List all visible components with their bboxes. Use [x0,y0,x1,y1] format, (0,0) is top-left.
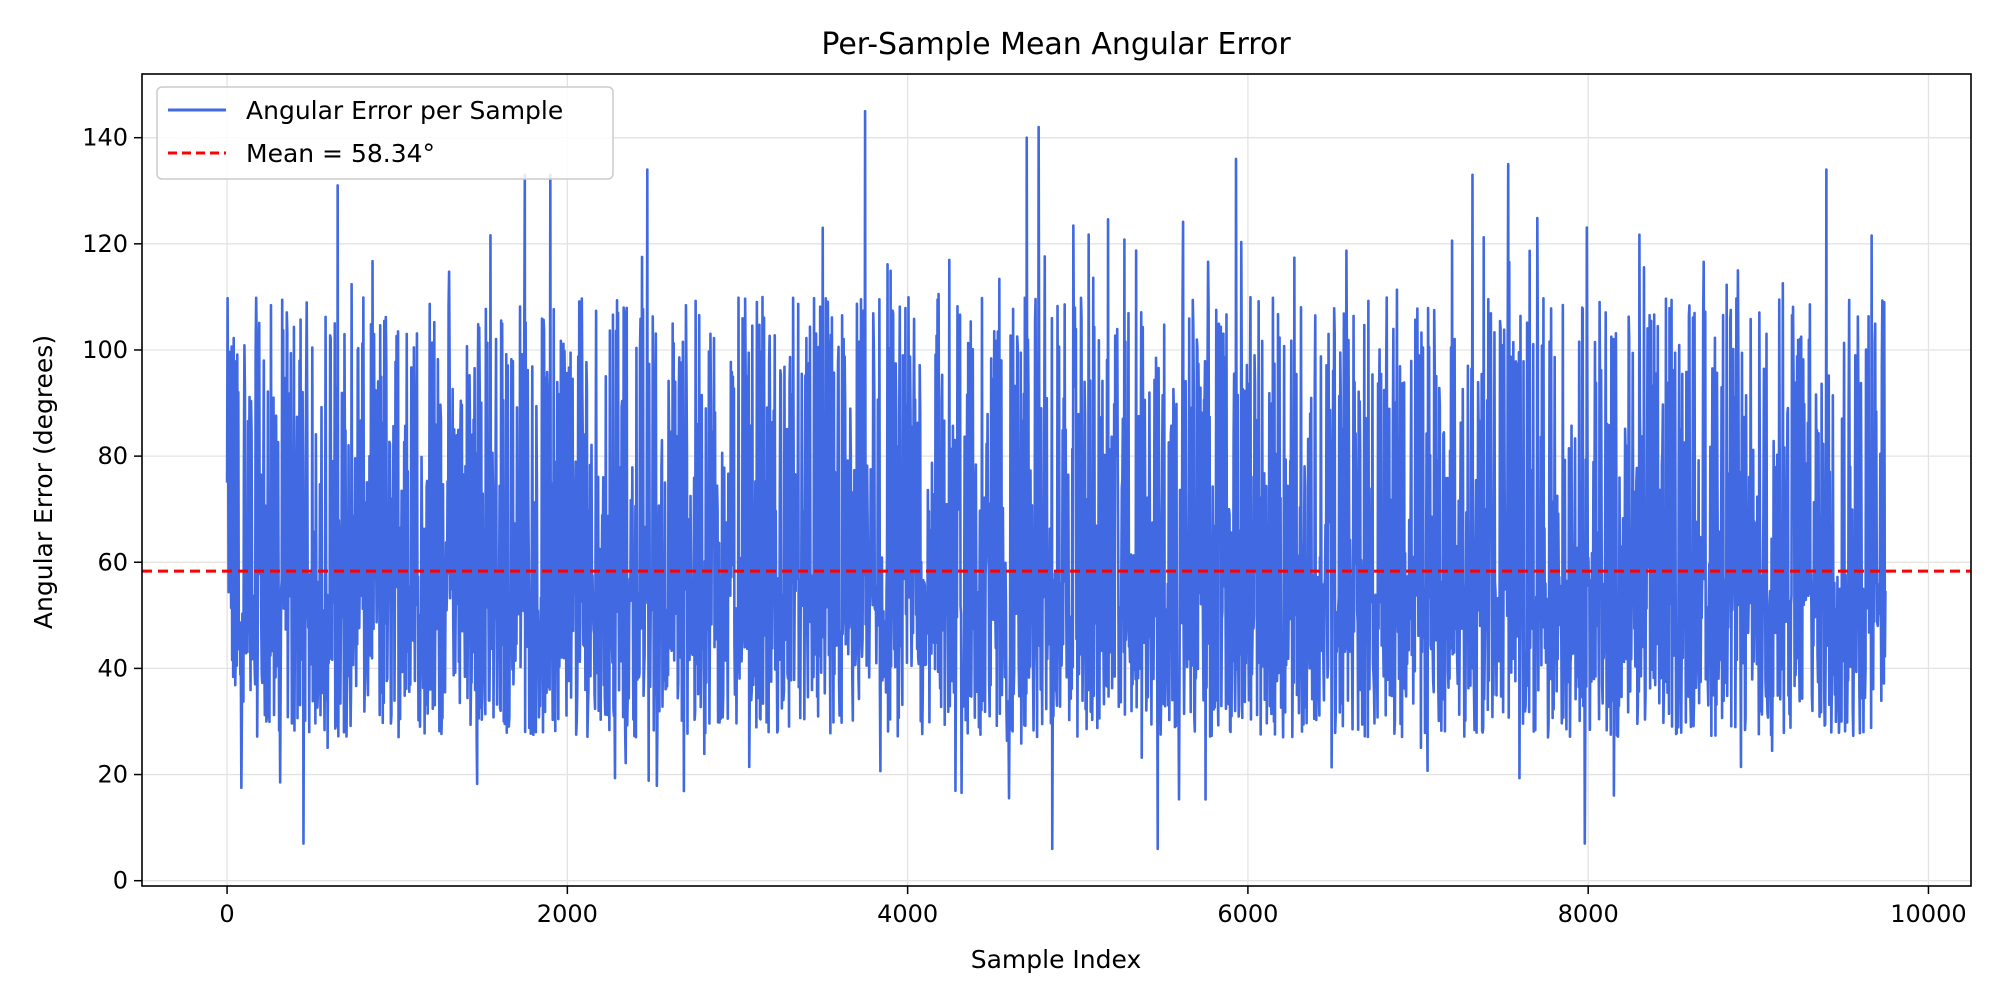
legend-box [156,86,614,180]
legend-label-mean: Mean = 58.34° [246,139,435,168]
legend: Angular Error per Sample Mean = 58.34° [156,86,614,180]
y-tick-label: 40 [97,654,128,682]
series-layer [225,109,1887,851]
x-axis-title: Sample Index [971,945,1142,974]
x-tick-label: 4000 [877,900,938,928]
plot-frame [141,73,1972,887]
x-tick-label: 6000 [1217,900,1278,928]
y-tick-label: 0 [113,867,128,895]
ticks-layer: 0 2000 4000 6000 8000 10000 0 20 40 60 80 100 120 140 [82,124,1966,928]
y-tick-label: 120 [82,230,128,258]
y-tick-label: 60 [97,548,128,576]
legend-label-error: Angular Error per Sample [246,96,563,125]
x-tick-label: 8000 [1558,900,1619,928]
chart-title: Per-Sample Mean Angular Error [821,27,1291,62]
y-axis-title: Angular Error (degrees) [29,335,58,629]
y-tick-label: 140 [82,124,128,152]
x-tick-label: 10000 [1890,900,1966,928]
x-tick-label: 2000 [537,900,598,928]
x-tick-label: 0 [219,900,234,928]
y-tick-label: 80 [97,442,128,470]
y-tick-label: 100 [82,336,128,364]
y-tick-label: 20 [97,761,128,789]
angular-error-series-line [225,109,1887,851]
